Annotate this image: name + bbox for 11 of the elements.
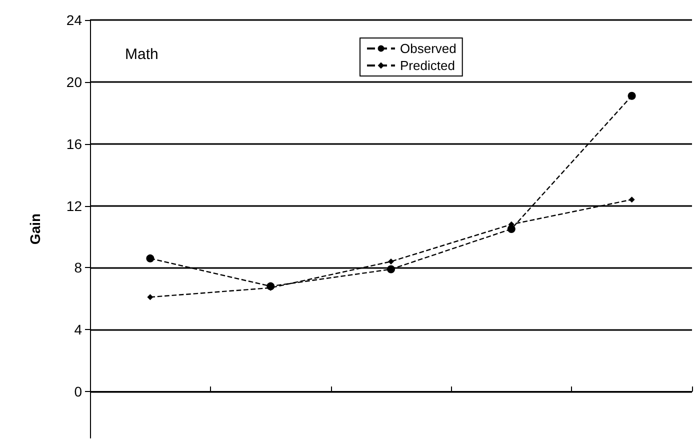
text: Math: [125, 46, 158, 63]
y-tick-label: 0: [74, 384, 82, 400]
y-axis-title: Gain: [27, 213, 43, 245]
y-tick-label: 4: [74, 322, 82, 338]
legend-label: Observed: [400, 41, 456, 56]
y-tick-label: 8: [74, 260, 82, 276]
legend-label: Predicted: [400, 58, 455, 73]
y-tick-label: 16: [66, 136, 82, 152]
y-tick-label: 24: [66, 12, 82, 28]
y-tick-label: 20: [66, 74, 82, 90]
y-tick-label: 12: [66, 198, 82, 214]
